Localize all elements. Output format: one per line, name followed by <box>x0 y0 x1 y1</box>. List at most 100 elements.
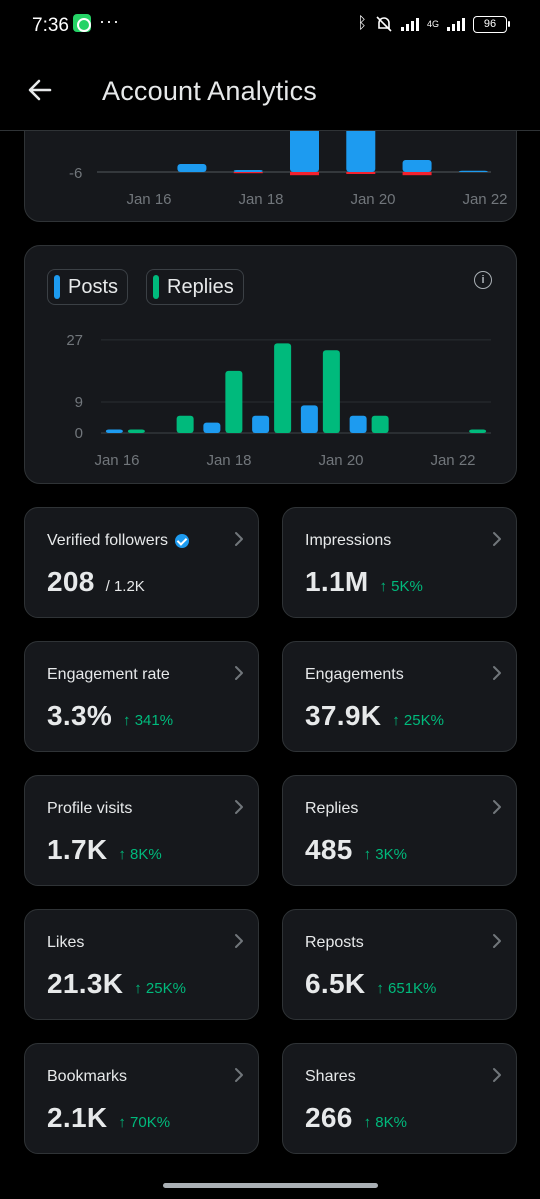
x-tick-label: Jan 20 <box>350 191 395 208</box>
stat-value: 3.3% <box>47 700 113 731</box>
mute-bell-icon <box>376 16 392 32</box>
stat-change: ↑ 3K% <box>363 846 407 863</box>
stat-value-row: 266 ↑ 8K% <box>305 1102 407 1134</box>
stat-card-engagements[interactable]: Engagements 37.9K ↑ 25K% <box>282 641 517 752</box>
replies-bar <box>225 370 243 433</box>
stat-change: ↑ 8K% <box>363 1114 407 1131</box>
stat-card-replies[interactable]: Replies 485 ↑ 3K% <box>282 775 517 886</box>
stat-label: Impressions <box>305 532 391 550</box>
stat-value: 208 <box>47 566 95 597</box>
stat-value: 6.5K <box>305 968 366 999</box>
stat-change: ↑ 5K% <box>379 578 423 595</box>
stat-card-impressions[interactable]: Impressions 1.1M ↑ 5K% <box>282 507 517 618</box>
stat-change: ↑ 70K% <box>118 1114 171 1131</box>
chevron-right-icon <box>235 1068 243 1082</box>
chevron-right-icon <box>235 666 243 680</box>
stat-change: ↑ 25K% <box>134 980 186 997</box>
x-tick-label: Jan 22 <box>430 452 475 469</box>
bar-positive <box>233 170 263 172</box>
chevron-right-icon <box>235 532 243 546</box>
back-arrow-icon[interactable] <box>24 74 56 106</box>
stat-label: Bookmarks <box>47 1068 127 1086</box>
bar-negative <box>290 172 319 176</box>
chevron-right-icon <box>493 666 501 680</box>
stat-label-text: Bookmarks <box>47 1068 128 1085</box>
verified-badge-icon <box>174 534 189 548</box>
stat-label: Engagement rate <box>47 666 170 684</box>
app-header: Account Analytics <box>0 52 540 131</box>
x-tick-label: Jan 20 <box>318 452 363 469</box>
battery-icon: 96 <box>473 15 510 33</box>
chevron-right-icon <box>493 532 501 546</box>
stat-change: ↑ 8K% <box>118 846 162 863</box>
stat-value-row: 1.7K ↑ 8K% <box>47 834 162 866</box>
stat-card-likes[interactable]: Likes 21.3K ↑ 25K% <box>24 909 259 1020</box>
x-tick-label: Jan 16 <box>94 452 139 469</box>
posts-bar <box>252 415 270 433</box>
home-indicator[interactable] <box>163 1183 378 1188</box>
stat-value-row: 2.1K ↑ 70K% <box>47 1102 170 1134</box>
stat-value: 1.7K <box>47 834 108 865</box>
stat-card-shares[interactable]: Shares 266 ↑ 8K% <box>282 1043 517 1154</box>
stat-value: 2.1K <box>47 1102 108 1133</box>
replies-bar <box>469 429 487 433</box>
stat-label: Profile visits <box>47 800 132 818</box>
stat-label: Verified followers <box>47 532 189 550</box>
replies-bar <box>322 350 340 433</box>
x-tick-label: Jan 18 <box>206 452 251 469</box>
stat-card-engagement-rate[interactable]: Engagement rate 3.3% ↑ 341% <box>24 641 259 752</box>
chevron-right-icon <box>235 800 243 814</box>
x-tick-label: Jan 16 <box>126 191 171 208</box>
y-tick-label: -6 <box>69 165 82 182</box>
stat-label-text: Engagement rate <box>47 666 170 683</box>
legend-posts[interactable]: Posts <box>47 269 129 305</box>
stat-total: / 1.2K <box>105 578 145 595</box>
posts-replies-bar-chart: 0 9 27 Jan 16 Jan 18 Jan 20 Jan 22 <box>66 332 491 469</box>
x-tick-label: Jan 18 <box>238 191 283 208</box>
stat-change: ↑ 341% <box>123 712 174 729</box>
legend-replies-label: Replies <box>167 275 234 298</box>
signal-icon-2 <box>447 17 465 31</box>
chevron-right-icon <box>493 934 501 948</box>
posts-bar <box>300 405 318 433</box>
stat-change: ↑ 651K% <box>376 980 437 997</box>
stat-card-profile-visits[interactable]: Profile visits 1.7K ↑ 8K% <box>24 775 259 886</box>
stat-card-verified-followers[interactable]: Verified followers 208 / 1.2K <box>24 507 259 618</box>
stat-value-row: 21.3K ↑ 25K% <box>47 968 186 1000</box>
stat-card-reposts[interactable]: Reposts 6.5K ↑ 651K% <box>282 909 517 1020</box>
stat-value-row: 208 / 1.2K <box>47 566 145 598</box>
stat-label-text: Replies <box>305 800 359 817</box>
posts-bar <box>349 415 367 433</box>
page-title: Account Analytics <box>102 76 318 106</box>
network-type: 4G <box>426 18 439 29</box>
stat-label: Shares <box>305 1068 356 1086</box>
chevron-right-icon <box>493 1068 501 1082</box>
stat-value: 21.3K <box>47 968 124 999</box>
stat-card-bookmarks[interactable]: Bookmarks 2.1K ↑ 70K% <box>24 1043 259 1154</box>
posts-bar <box>203 422 221 433</box>
legend-replies[interactable]: Replies <box>146 269 244 305</box>
status-bar: 7:36 ··· ᛒ 4G 96 <box>0 0 540 52</box>
stat-value-row: 6.5K ↑ 651K% <box>305 968 436 1000</box>
replies-bar <box>127 429 145 433</box>
stat-label-text: Shares <box>305 1068 356 1085</box>
replies-bar <box>176 415 194 433</box>
posts-replies-chart-card: Posts Replies i 0 9 27 Jan 16 Jan 18 Jan 20 Ja… <box>24 245 517 484</box>
stat-label: Reposts <box>305 934 364 952</box>
stat-label-text: Profile visits <box>47 800 133 817</box>
stat-label-text: Reposts <box>305 934 364 951</box>
replies-swatch <box>153 275 159 299</box>
y-tick-label: 0 <box>75 425 83 442</box>
bar-positive <box>458 170 488 172</box>
stat-label: Engagements <box>305 666 404 684</box>
more-notifications-icon: ··· <box>99 11 120 31</box>
stat-value-row: 485 ↑ 3K% <box>305 834 407 866</box>
whatsapp-notification-icon <box>73 14 91 32</box>
replies-bar <box>371 415 389 433</box>
bar-negative <box>233 172 263 174</box>
bar-negative <box>346 172 376 174</box>
stat-value-row: 3.3% ↑ 341% <box>47 700 173 732</box>
stat-value: 1.1M <box>305 566 369 597</box>
legend-posts-label: Posts <box>68 275 119 298</box>
info-icon[interactable]: i <box>474 271 492 289</box>
